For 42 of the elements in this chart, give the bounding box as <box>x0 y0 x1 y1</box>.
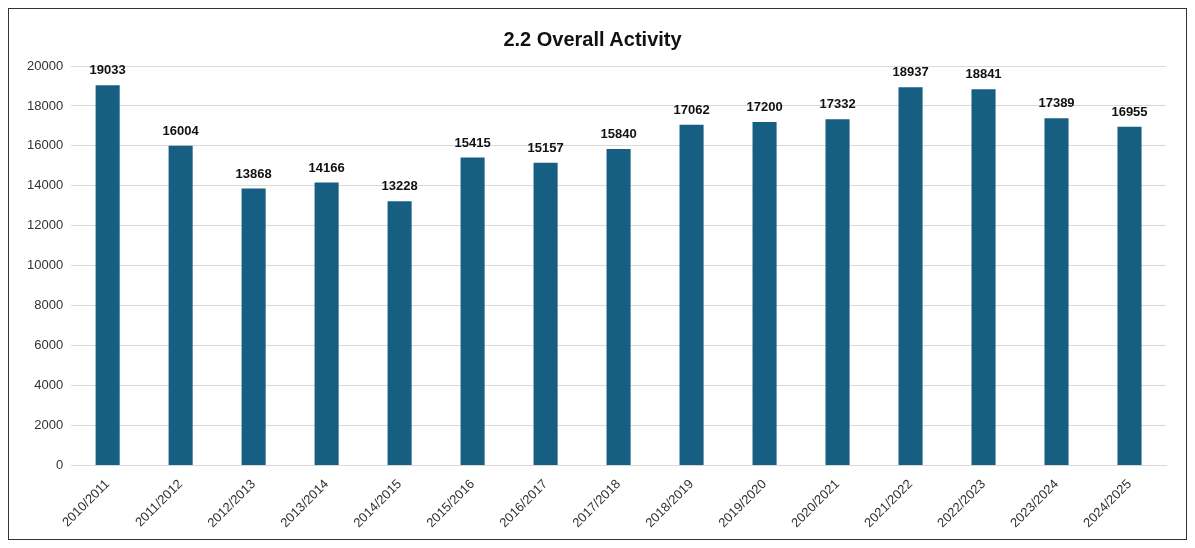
y-tick-label: 8000 <box>34 297 64 313</box>
data-label: 13228 <box>381 178 418 194</box>
data-label: 14166 <box>308 159 345 175</box>
y-tick-label: 18000 <box>26 97 64 113</box>
bar <box>898 87 923 466</box>
data-label: 17200 <box>746 99 783 115</box>
y-tick-label: 0 <box>55 457 64 473</box>
y-tick-label: 20000 <box>26 57 64 73</box>
bar <box>168 145 193 466</box>
data-label: 17062 <box>673 101 710 117</box>
bar <box>971 89 996 466</box>
bar <box>825 119 850 466</box>
bar <box>679 124 704 466</box>
chart-title: 2.2 Overall Activity <box>503 27 683 50</box>
bar <box>606 149 631 466</box>
bar <box>1044 118 1069 466</box>
data-label: 15840 <box>600 126 637 142</box>
data-label: 19033 <box>89 62 126 78</box>
bar <box>1117 126 1142 466</box>
bar <box>314 182 339 466</box>
data-label: 15415 <box>454 134 491 150</box>
bar <box>241 188 266 466</box>
y-tick-label: 14000 <box>26 177 64 193</box>
y-tick-label: 16000 <box>26 137 64 153</box>
bar <box>387 201 412 466</box>
bar <box>533 162 558 466</box>
bar <box>460 157 485 466</box>
data-label: 15157 <box>527 139 564 155</box>
data-label: 17389 <box>1038 95 1075 111</box>
data-label: 13868 <box>235 165 272 181</box>
y-tick-label: 4000 <box>34 377 64 393</box>
y-tick-label: 10000 <box>26 257 64 273</box>
bar <box>95 85 120 466</box>
data-label: 16004 <box>162 122 200 138</box>
data-label: 18841 <box>965 66 1002 82</box>
y-tick-label: 12000 <box>26 217 64 233</box>
data-label: 18937 <box>892 64 929 80</box>
y-tick-label: 6000 <box>34 337 64 353</box>
data-label: 16955 <box>1111 103 1148 119</box>
bar <box>752 121 777 466</box>
data-label: 17332 <box>819 96 856 112</box>
y-tick-label: 2000 <box>34 417 64 433</box>
